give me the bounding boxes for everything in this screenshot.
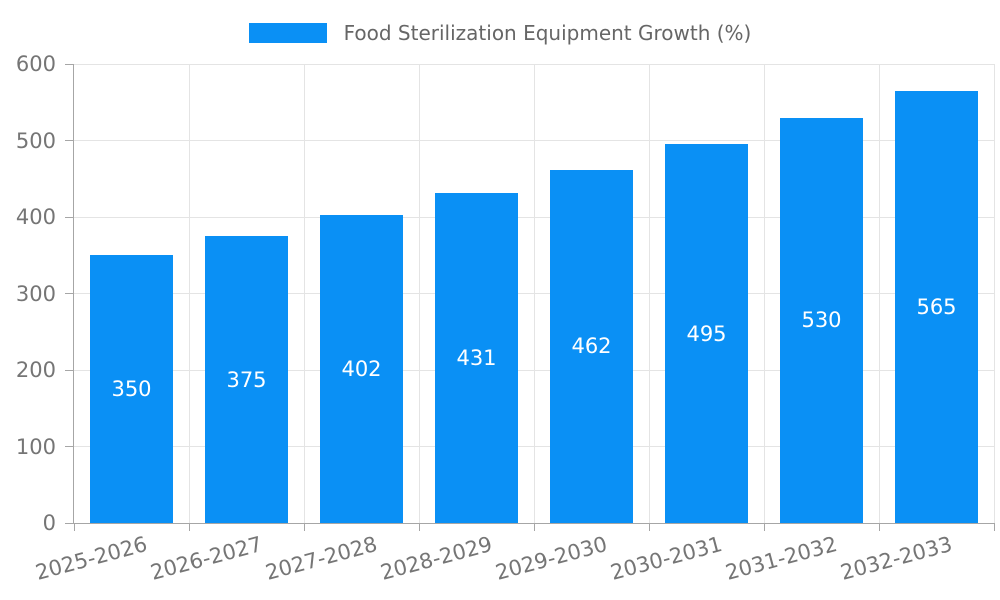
y-axis-tick: [65, 369, 73, 371]
x-axis-tick: [878, 523, 880, 531]
x-axis-line: [73, 523, 994, 524]
y-axis-tick: [65, 63, 73, 65]
x-gridline: [648, 64, 650, 523]
y-axis-line: [73, 64, 74, 523]
x-axis-tick: [73, 523, 75, 531]
x-axis-tick: [188, 523, 190, 531]
bar[interactable]: 495: [665, 144, 748, 523]
x-tick-label-text: 2026-2027: [147, 532, 265, 585]
y-tick-label: 200: [15, 358, 56, 382]
bar-value-label: 402: [341, 357, 382, 382]
bar[interactable]: 431: [435, 193, 518, 523]
x-gridline: [303, 64, 305, 523]
x-tick-label-text: 2028-2029: [377, 532, 495, 585]
y-axis-tick: [65, 216, 73, 218]
bar[interactable]: 375: [205, 236, 288, 523]
x-axis-tick: [648, 523, 650, 531]
y-axis-tick: [65, 446, 73, 447]
y-axis-tick: [65, 293, 73, 294]
x-tick-label-text: 2032-2033: [837, 532, 955, 585]
bar[interactable]: 530: [780, 117, 863, 523]
chart-legend[interactable]: Food Sterilization Equipment Growth (%): [0, 21, 1000, 45]
y-tick-label: 600: [15, 52, 56, 76]
x-gridline: [533, 64, 535, 523]
bar[interactable]: 565: [895, 90, 978, 523]
y-tick-label: 300: [15, 281, 56, 306]
x-gridline: [763, 64, 765, 523]
y-axis-tick: [65, 140, 73, 141]
x-tick-label-text: 2025-2026: [32, 532, 150, 585]
bar-value-label: 462: [571, 334, 612, 359]
legend-swatch: [248, 23, 327, 43]
x-tick-label-text: 2030-2031: [607, 532, 725, 585]
x-axis-tick: [993, 523, 995, 531]
x-gridline: [993, 64, 995, 523]
y-axis-tick: [65, 522, 73, 524]
bar-value-label: 530: [801, 308, 842, 333]
x-axis-tick: [303, 523, 305, 531]
x-tick-label-text: 2031-2032: [722, 532, 840, 585]
bar[interactable]: 350: [90, 255, 173, 523]
legend-label: Food Sterilization Equipment Growth (%): [343, 21, 752, 45]
x-gridline: [418, 64, 420, 523]
x-axis-tick: [533, 523, 535, 531]
x-tick-label-text: 2027-2028: [262, 532, 380, 585]
bar[interactable]: 402: [320, 215, 403, 523]
bar-value-label: 431: [456, 346, 497, 371]
bar-value-label: 495: [686, 321, 727, 346]
x-axis-tick: [763, 523, 765, 531]
y-tick-label: 500: [15, 128, 56, 153]
plot-area: 350 375 402 431 462 495 530 565: [65, 63, 995, 531]
bar-value-label: 565: [916, 294, 957, 319]
x-gridline: [188, 64, 190, 523]
y-tick-label: 100: [15, 434, 56, 459]
bar[interactable]: 462: [550, 169, 633, 523]
y-tick-label: 400: [15, 205, 56, 229]
x-axis-tick: [418, 523, 420, 531]
y-tick-label: 0: [42, 511, 56, 535]
bar-value-label: 350: [111, 377, 152, 402]
bar-value-label: 375: [226, 367, 267, 392]
x-tick-label-text: 2029-2030: [492, 532, 610, 585]
x-gridline: [878, 64, 880, 523]
